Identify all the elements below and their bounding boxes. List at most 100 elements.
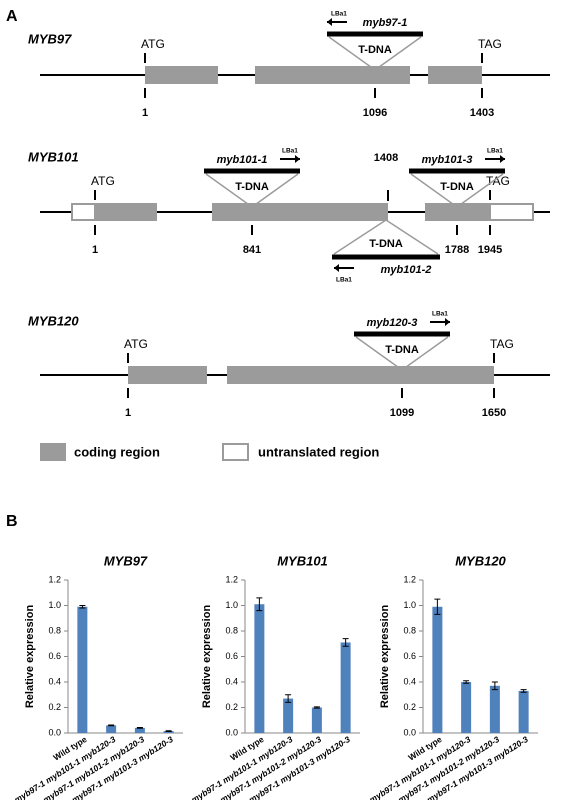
coding-box [128, 366, 207, 384]
bar [163, 731, 174, 733]
codon-label: TAG [478, 37, 502, 51]
position-label: 1 [92, 244, 98, 256]
codon-label: ATG [124, 337, 148, 351]
allele-label: myb97-1 [363, 17, 408, 29]
gene-name: MYB120 [28, 313, 79, 328]
chart-title: MYB101 [277, 553, 328, 568]
y-tick-label: 0.2 [48, 702, 61, 712]
y-axis-label: Relative expression [201, 605, 213, 709]
gene-name: MYB101 [28, 149, 79, 164]
primer-label: LBa1 [331, 11, 347, 18]
tdna-label: T-DNA [369, 238, 403, 250]
chart-title: MYB120 [455, 553, 506, 568]
error-bar [463, 680, 470, 684]
position-label: 1945 [478, 244, 502, 256]
y-axis-label: Relative expression [24, 605, 36, 709]
y-tick-label: 0.4 [225, 676, 238, 686]
position-label: 1403 [470, 107, 494, 119]
error-bar [256, 597, 263, 612]
codon-label: TAG [486, 174, 510, 188]
position-label: 841 [243, 244, 261, 256]
legend-swatch [222, 443, 249, 461]
tdna-triangle [333, 219, 439, 255]
tdna-triangle [410, 173, 504, 208]
primer-label: LBa1 [282, 148, 298, 155]
position-label: 1788 [445, 244, 469, 256]
coding-box [255, 66, 410, 84]
error-bar [79, 605, 86, 609]
bar [340, 642, 351, 733]
y-tick-label: 1.0 [225, 600, 238, 610]
y-tick-label: 1.2 [403, 574, 416, 584]
legend-label: coding region [74, 444, 160, 459]
codon-label: ATG [91, 174, 115, 188]
legend-label: untranslated region [258, 444, 379, 459]
y-tick-label: 0.6 [403, 651, 416, 661]
y-tick-label: 1.0 [403, 600, 416, 610]
error-bar [520, 689, 527, 693]
tdna-label: T-DNA [440, 181, 474, 193]
error-bar [342, 638, 349, 647]
panel-label: B [6, 513, 18, 530]
error-bar [285, 694, 292, 703]
gene-name: MYB97 [28, 31, 72, 46]
bar [432, 606, 443, 733]
primer-label: LBa1 [432, 311, 448, 318]
y-tick-label: 0.2 [225, 702, 238, 712]
primer-label: LBa1 [336, 277, 352, 284]
coding-box [227, 366, 494, 384]
allele-label: myb101-2 [381, 264, 432, 276]
bar [106, 725, 117, 733]
allele-label: myb101-1 [217, 154, 268, 166]
y-tick-label: 0.4 [48, 676, 61, 686]
primer-arrowhead [500, 155, 505, 163]
coding-box [95, 203, 157, 221]
position-label: 1408 [374, 152, 398, 164]
y-tick-label: 0.0 [48, 727, 61, 737]
tdna-label: T-DNA [358, 44, 392, 56]
error-bar [136, 727, 143, 729]
primer-arrowhead [445, 318, 450, 326]
codon-label: ATG [141, 37, 165, 51]
panel-label: A [6, 8, 18, 25]
error-bar [434, 598, 441, 615]
primer-label: LBa1 [487, 148, 503, 155]
y-tick-label: 1.2 [225, 574, 238, 584]
y-tick-label: 0.0 [225, 727, 238, 737]
bar [311, 707, 322, 733]
bar [254, 604, 265, 733]
tdna-triangle [205, 173, 299, 208]
position-label: 1 [125, 407, 131, 419]
position-label: 1096 [363, 107, 387, 119]
coding-box [425, 203, 490, 221]
y-tick-label: 0.2 [403, 702, 416, 712]
y-axis-label: Relative expression [379, 605, 391, 709]
primer-arrowhead [295, 155, 300, 163]
allele-label: myb120-3 [367, 317, 418, 329]
error-bar [313, 706, 320, 709]
bar [134, 727, 145, 733]
coding-box [428, 66, 482, 84]
error-bar [165, 730, 172, 732]
legend-swatch [40, 443, 66, 461]
primer-arrowhead [327, 18, 332, 26]
y-tick-label: 1.0 [48, 600, 61, 610]
bar [489, 685, 500, 733]
bar [77, 606, 88, 733]
y-tick-label: 0.8 [48, 625, 61, 635]
tdna-label: T-DNA [235, 181, 269, 193]
primer-arrowhead [334, 264, 339, 272]
bar [283, 698, 294, 733]
codon-label: TAG [490, 337, 514, 351]
bar [461, 682, 472, 733]
position-label: 1099 [390, 407, 414, 419]
coding-box [145, 66, 218, 84]
tdna-triangle [355, 336, 449, 371]
utr-box [489, 203, 534, 221]
y-tick-label: 0.6 [225, 651, 238, 661]
y-tick-label: 1.2 [48, 574, 61, 584]
error-bar [108, 724, 115, 727]
chart-title: MYB97 [104, 553, 148, 568]
allele-label: myb101-3 [422, 154, 473, 166]
